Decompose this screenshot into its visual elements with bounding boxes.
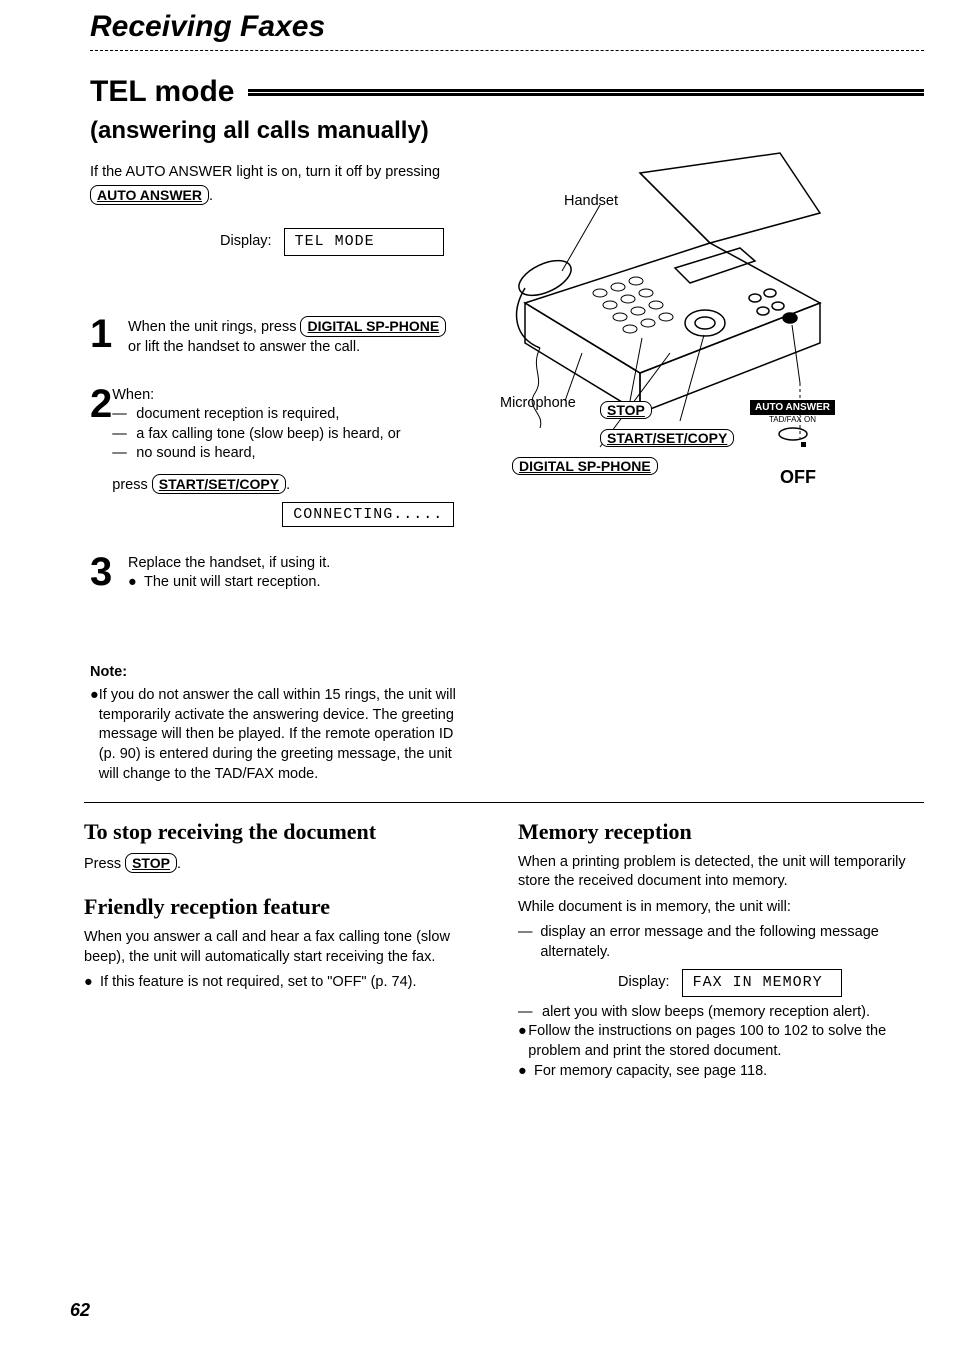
intro-period: . — [209, 188, 213, 204]
lcd-box-fax-in-memory: FAX IN MEMORY — [682, 969, 842, 997]
callout-digital-sp-phone-button: DIGITAL SP-PHONE — [512, 457, 658, 475]
friendly-para: When you answer a call and hear a fax ca… — [84, 928, 490, 967]
bullet-icon: ● — [518, 1022, 528, 1061]
step-2: 2 When: —document reception is required,… — [90, 386, 450, 526]
chapter-title: Receiving Faxes — [90, 10, 924, 51]
auto-answer-button-ref: AUTO ANSWER — [90, 185, 209, 205]
step-body: When the unit rings, press DIGITAL SP-PH… — [128, 316, 450, 357]
stop-press-post: . — [177, 856, 181, 872]
intro-line: If the AUTO ANSWER light is on, turn it … — [90, 163, 450, 183]
step-number: 3 — [90, 554, 128, 593]
dash-item: —a fax calling tone (slow beep) is heard… — [112, 425, 454, 445]
step-3-line1: Replace the handset, if using it. — [128, 554, 450, 574]
memory-para2: While document is in memory, the unit wi… — [518, 898, 924, 918]
lower-right-col: Memory reception When a printing problem… — [518, 817, 924, 1081]
bullet-text: The unit will start reception. — [144, 573, 321, 593]
dash-icon: — — [518, 923, 540, 962]
bullet-icon: ● — [518, 1062, 534, 1082]
press-post: . — [286, 477, 290, 493]
note-text: If you do not answer the call within 15 … — [99, 686, 460, 784]
display-label: Display: — [220, 232, 272, 252]
step-number: 2 — [90, 386, 112, 526]
stop-press-line: Press STOP. — [84, 853, 490, 875]
lcd-box-tel-mode: TEL MODE — [284, 228, 444, 256]
steps-list: 1 When the unit rings, press DIGITAL SP-… — [90, 316, 450, 592]
stop-press-pre: Press — [84, 856, 125, 872]
lcd-box-connecting: CONNECTING..... — [282, 502, 454, 527]
memory-bullet1: ●Follow the instructions on pages 100 to… — [518, 1022, 924, 1061]
top-block: If the AUTO ANSWER light is on, turn it … — [30, 163, 924, 621]
friendly-bullet: ●If this feature is not required, set to… — [84, 973, 490, 993]
display-row: Display: TEL MODE — [220, 228, 450, 256]
friendly-bullet-text: If this feature is not required, set to … — [100, 973, 417, 993]
memory-dash2-text: alert you with slow beeps (memory recept… — [542, 1003, 870, 1023]
manual-page: Receiving Faxes TEL mode (answering all … — [30, 0, 924, 1081]
divider — [84, 802, 924, 803]
lcd-row: CONNECTING..... — [282, 505, 454, 525]
memory-display-row: Display: FAX IN MEMORY — [618, 969, 924, 997]
note-bullet: ●If you do not answer the call within 15… — [90, 686, 460, 784]
bullet-icon: ● — [128, 573, 144, 593]
dash-text: document reception is required, — [136, 405, 339, 425]
memory-dash1-text: display an error message and the followi… — [540, 923, 924, 962]
off-label: OFF — [780, 467, 816, 488]
heading-stop-receiving: To stop receiving the document — [84, 817, 490, 847]
instructions-column: If the AUTO ANSWER light is on, turn it … — [30, 163, 450, 621]
step-body: Replace the handset, if using it. ●The u… — [128, 554, 450, 593]
display-label: Display: — [618, 973, 670, 993]
tadfax-sub: TAD/FAX ON — [750, 415, 835, 424]
dash-icon: — — [112, 405, 136, 425]
bullet-icon: ● — [90, 686, 99, 784]
memory-bullet2-text: For memory capacity, see page 118. — [534, 1062, 767, 1082]
step-body: When: —document reception is required, —… — [112, 386, 454, 526]
heading-memory-reception: Memory reception — [518, 817, 924, 847]
lower-left-col: To stop receiving the document Press STO… — [84, 817, 490, 1081]
intro-button-line: AUTO ANSWER. — [90, 185, 450, 207]
when-label: When: — [112, 386, 454, 406]
step-3: 3 Replace the handset, if using it. ●The… — [90, 554, 450, 593]
callout-stop-button: STOP — [600, 401, 652, 419]
heading-friendly-reception: Friendly reception feature — [84, 892, 490, 922]
section-title: TEL mode — [90, 75, 234, 109]
bullet-icon: ● — [84, 973, 100, 993]
callout-handset: Handset — [564, 193, 618, 209]
press-line: press START/SET/COPY. — [112, 474, 454, 496]
dash-item: —document reception is required, — [112, 405, 454, 425]
step-1: 1 When the unit rings, press DIGITAL SP-… — [90, 316, 450, 357]
callout-microphone: Microphone — [500, 395, 576, 411]
callout-auto-answer: AUTO ANSWER TAD/FAX ON — [750, 397, 835, 450]
dash-icon: — — [112, 425, 136, 445]
memory-dash1: —display an error message and the follow… — [518, 923, 924, 962]
page-number: 62 — [70, 1300, 90, 1321]
press-pre: press — [112, 477, 152, 493]
section-subtitle: (answering all calls manually) — [90, 117, 924, 145]
memory-dash2: —alert you with slow beeps (memory recep… — [518, 1003, 924, 1023]
start-set-copy-button-ref: START/SET/COPY — [152, 474, 286, 494]
led-icon — [773, 426, 813, 450]
lower-two-col: To stop receiving the document Press STO… — [30, 817, 924, 1081]
dash-text: a fax calling tone (slow beep) is heard,… — [136, 425, 400, 445]
dash-item: —no sound is heard, — [112, 444, 454, 464]
illustration-column: Handset Microphone STOP START/SET/COPY D… — [450, 163, 924, 621]
note-block: Note: ●If you do not answer the call wit… — [30, 663, 460, 784]
memory-para1: When a printing problem is detected, the… — [518, 853, 924, 892]
dash-icon: — — [112, 444, 136, 464]
step-1-post: or lift the handset to answer the call. — [128, 339, 360, 355]
auto-answer-badge: AUTO ANSWER — [750, 400, 835, 415]
dash-text: no sound is heard, — [136, 444, 255, 464]
fax-machine-illustration: Handset Microphone STOP START/SET/COPY D… — [470, 143, 850, 503]
dash-icon: — — [518, 1003, 542, 1023]
callout-start-set-copy-button: START/SET/COPY — [600, 429, 734, 447]
double-rule — [248, 89, 924, 96]
stop-button-ref: STOP — [125, 853, 177, 873]
note-label: Note: — [90, 663, 460, 683]
digital-sp-phone-button-ref: DIGITAL SP-PHONE — [300, 316, 446, 336]
step-1-pre: When the unit rings, press — [128, 319, 300, 335]
intro-text: If the AUTO ANSWER light is on, turn it … — [90, 164, 440, 180]
section-title-row: TEL mode — [90, 75, 924, 109]
memory-bullet1-text: Follow the instructions on pages 100 to … — [528, 1022, 924, 1061]
memory-bullet2: ●For memory capacity, see page 118. — [518, 1062, 924, 1082]
bullet-item: ●The unit will start reception. — [128, 573, 450, 593]
step-number: 1 — [90, 316, 128, 357]
